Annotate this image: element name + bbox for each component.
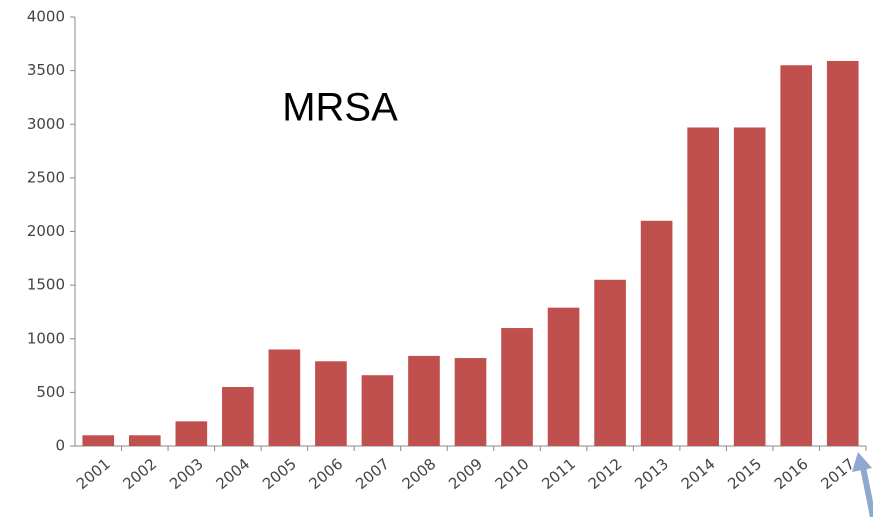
bar	[268, 349, 301, 446]
y-tick-label: 4000	[27, 8, 65, 26]
bar	[594, 279, 626, 446]
y-tick-label: 2000	[27, 222, 65, 240]
bar	[826, 60, 859, 446]
x-tick-label: 2010	[492, 455, 533, 493]
y-tick-label: 0	[55, 437, 65, 455]
chart-title: MRSA	[282, 86, 398, 130]
y-tick-label: 3000	[27, 115, 65, 133]
arrow	[852, 452, 873, 517]
x-tick-label: 2013	[631, 455, 672, 493]
x-tick-label: 2015	[724, 455, 765, 493]
bar	[361, 375, 394, 446]
bar	[501, 328, 533, 446]
bar	[687, 127, 719, 446]
x-tick-label: 2012	[585, 455, 626, 493]
x-tick-label: 2002	[119, 455, 160, 493]
bar	[175, 421, 208, 446]
x-tick-label: 2001	[73, 455, 114, 493]
x-tick-label: 2011	[538, 455, 579, 493]
x-tick-label: 2016	[771, 455, 812, 493]
y-tick-label: 1500	[27, 276, 65, 294]
x-tick-label: 2009	[445, 455, 486, 493]
x-tick-label: 2017	[817, 455, 858, 493]
x-tick-label: 2008	[399, 455, 440, 493]
x-tick-label: 2006	[306, 455, 347, 493]
x-tick-label: 2007	[352, 455, 393, 493]
bar	[780, 65, 813, 446]
bar	[640, 220, 673, 446]
bar	[315, 361, 347, 446]
y-tick-label: 1000	[27, 329, 65, 347]
x-tick-label: 2004	[212, 455, 253, 493]
y-tick-label: 500	[36, 383, 65, 401]
bar	[733, 127, 766, 446]
bar	[454, 358, 487, 446]
x-tick-label: 2005	[259, 455, 300, 493]
bar	[128, 435, 161, 446]
bar	[408, 355, 440, 446]
bar	[82, 435, 115, 446]
bar	[222, 387, 254, 446]
bar	[547, 307, 580, 446]
x-tick-label: 2003	[166, 455, 207, 493]
y-tick-label: 2500	[27, 168, 65, 186]
x-tick-label: 2014	[678, 455, 719, 493]
y-tick-label: 3500	[27, 61, 65, 79]
